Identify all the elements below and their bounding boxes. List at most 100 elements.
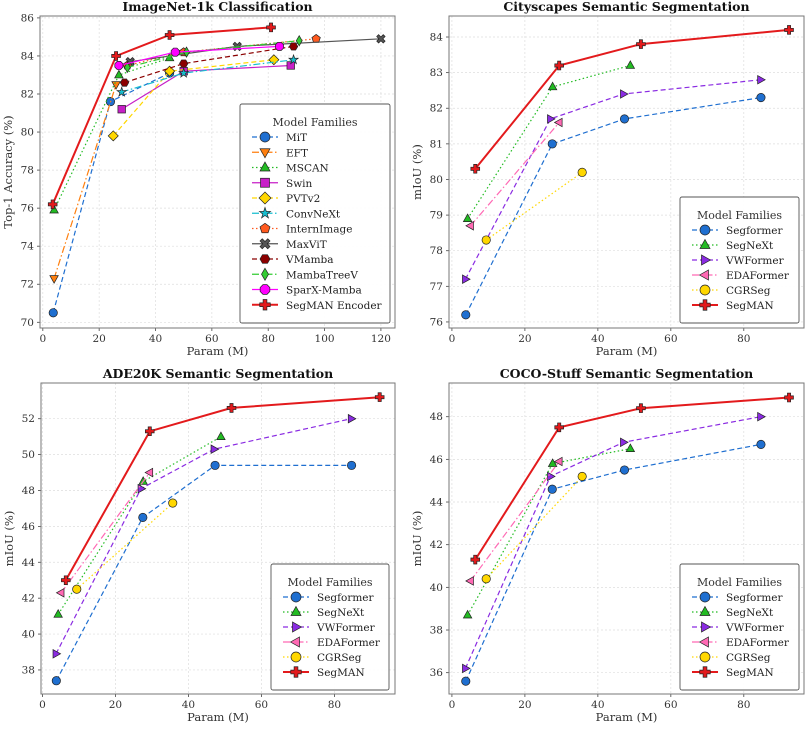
legend-entry: SegMAN [283, 666, 365, 679]
legend-label: PVTv2 [286, 193, 320, 205]
legend-marker [259, 284, 271, 295]
data-point [138, 512, 148, 522]
legend-marker [259, 299, 271, 311]
legend-box [239, 103, 391, 324]
legend-label: VWFormer [725, 255, 785, 267]
series-line [112, 59, 274, 137]
series-maxvit [125, 34, 386, 67]
legend-entry: MiT [252, 131, 307, 144]
x-tick-label: 0 [39, 333, 46, 345]
legend-label: CGRSeg [726, 285, 771, 297]
legend-marker [259, 254, 271, 264]
data-point [61, 575, 71, 585]
plot-frame [39, 15, 396, 329]
legend-entry: SegMAN Encoder [252, 299, 383, 312]
data-point [784, 25, 794, 35]
legend-label: MambaTreeV [286, 269, 358, 281]
series-line [127, 40, 300, 68]
chart-title: COCO-Stuff Semantic Segmentation [500, 366, 754, 381]
x-tick-label: 20 [518, 699, 531, 711]
data-point [619, 114, 630, 124]
series-segman [470, 25, 794, 174]
legend-marker [699, 651, 711, 663]
data-point [111, 51, 121, 61]
data-point [114, 69, 124, 79]
series-line [474, 28, 790, 170]
y-tick-label: 40 [430, 582, 443, 594]
data-point [47, 199, 58, 210]
series-line [485, 171, 583, 241]
series-line [464, 416, 761, 669]
data-point [376, 34, 386, 44]
data-point [547, 484, 557, 494]
data-point [547, 114, 556, 124]
legend-marker [699, 224, 711, 236]
legend-entry: Segformer [283, 591, 375, 604]
y-tick-label: 72 [21, 279, 34, 291]
data-point [347, 460, 357, 470]
data-point [311, 33, 321, 43]
y-tick-label: 76 [430, 316, 444, 328]
legend-label: VWFormer [316, 622, 376, 634]
data-point [347, 413, 357, 424]
legend-label: EDAFormer [726, 637, 790, 649]
y-tick-label: 52 [22, 413, 35, 425]
legend-entry: Segformer [692, 224, 784, 237]
legend-label: VMamba [285, 254, 334, 266]
data-point [55, 587, 65, 598]
legend-label: Segformer [317, 592, 375, 604]
legend-entry: MambaTreeV [252, 267, 358, 281]
data-point [144, 426, 155, 437]
legend: Model Families Segformer SegNeXt VWFormer ED… [679, 563, 800, 691]
x-tick-label: 0 [39, 699, 46, 711]
data-point [275, 42, 284, 51]
data-point [210, 460, 220, 470]
y-axis-label: Top-1 Accuracy (%) [1, 115, 15, 228]
series-sparx-mamba [114, 42, 284, 70]
legend-marker [258, 206, 272, 219]
series-line [474, 396, 790, 561]
series-line [121, 59, 294, 93]
legend-entry: EFT [252, 147, 308, 159]
legend-label: SegMAN [726, 667, 774, 679]
x-tick-label: 40 [591, 333, 604, 345]
data-point [481, 574, 491, 584]
plot-frame [40, 382, 396, 695]
legend-label: EDAFormer [726, 270, 790, 282]
data-point [116, 86, 128, 97]
series-line [485, 475, 583, 580]
plot-frame [448, 15, 805, 329]
series-segformer [461, 439, 766, 686]
legend-entry: Swin [252, 178, 313, 190]
subplot-4: 0 20 40 60 80 36 38 40 42 44 46 48 COCO-Stuff Semant… [410, 366, 805, 724]
plot-frame [448, 382, 805, 695]
subplot-1: 0 20 40 60 80 100 120 70 72 74 76 78 80 82 84 86 ImageNe… [1, 0, 396, 358]
y-tick-label: 46 [430, 454, 444, 466]
legend-entry: CGRSeg [692, 651, 771, 664]
series-convnext [116, 53, 300, 97]
series-line [76, 502, 174, 590]
x-axis-label: Param (M) [187, 344, 249, 358]
data-point [636, 403, 646, 413]
legend-entry: EDAFormer [692, 636, 790, 649]
data-point [547, 81, 558, 91]
legend-marker [698, 269, 709, 281]
data-point [470, 164, 481, 174]
series-line [55, 418, 352, 655]
series-line [53, 57, 170, 211]
data-point [547, 471, 556, 482]
x-axis-label: Param (M) [596, 344, 658, 358]
series-line [465, 97, 761, 316]
series-vwformer [462, 411, 766, 674]
legend-entry: SparX-Mamba [252, 284, 362, 297]
x-tick-label: 40 [591, 699, 604, 711]
x-tick-label: 80 [737, 333, 750, 345]
legend-marker [261, 267, 269, 281]
y-tick-label: 70 [21, 317, 34, 329]
legend-entry: InternImage [252, 222, 352, 236]
legend-entry: EDAFormer [692, 269, 790, 282]
x-tick-label: 80 [737, 699, 750, 711]
data-point [620, 89, 629, 99]
series-segman-encoder [47, 22, 276, 210]
legend-label: CGRSeg [317, 652, 362, 664]
